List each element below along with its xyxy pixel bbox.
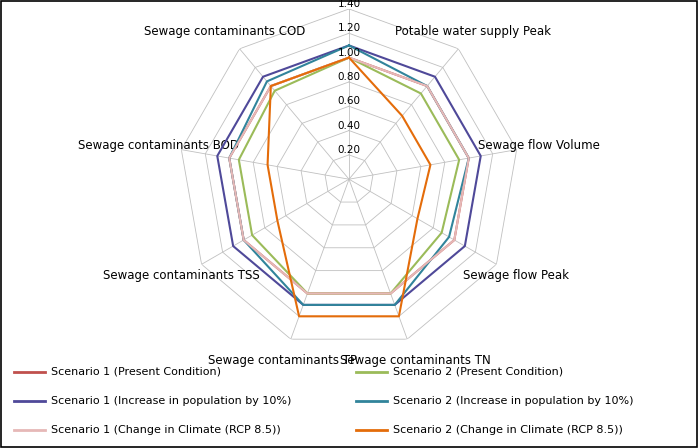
Text: Scenario 1 (Change in Climate (RCP 8.5)): Scenario 1 (Change in Climate (RCP 8.5)): [52, 425, 281, 435]
Text: Scenario 2 (Increase in population by 10%): Scenario 2 (Increase in population by 10…: [394, 396, 634, 405]
Text: 0.20: 0.20: [338, 145, 360, 155]
Text: Scenario 2 (Change in Climate (RCP 8.5)): Scenario 2 (Change in Climate (RCP 8.5)): [394, 425, 623, 435]
Text: 0.80: 0.80: [338, 72, 360, 82]
Text: Scenario 2 (Present Condition): Scenario 2 (Present Condition): [394, 367, 563, 377]
Text: Scenario 1 (Present Condition): Scenario 1 (Present Condition): [52, 367, 221, 377]
Text: 0.60: 0.60: [338, 96, 360, 106]
Text: 1.20: 1.20: [337, 23, 361, 33]
Text: Scenario 1 (Increase in population by 10%): Scenario 1 (Increase in population by 10…: [52, 396, 292, 405]
Text: 0.40: 0.40: [338, 121, 360, 130]
Text: 1.00: 1.00: [338, 47, 360, 58]
Text: 1.40: 1.40: [337, 0, 361, 9]
